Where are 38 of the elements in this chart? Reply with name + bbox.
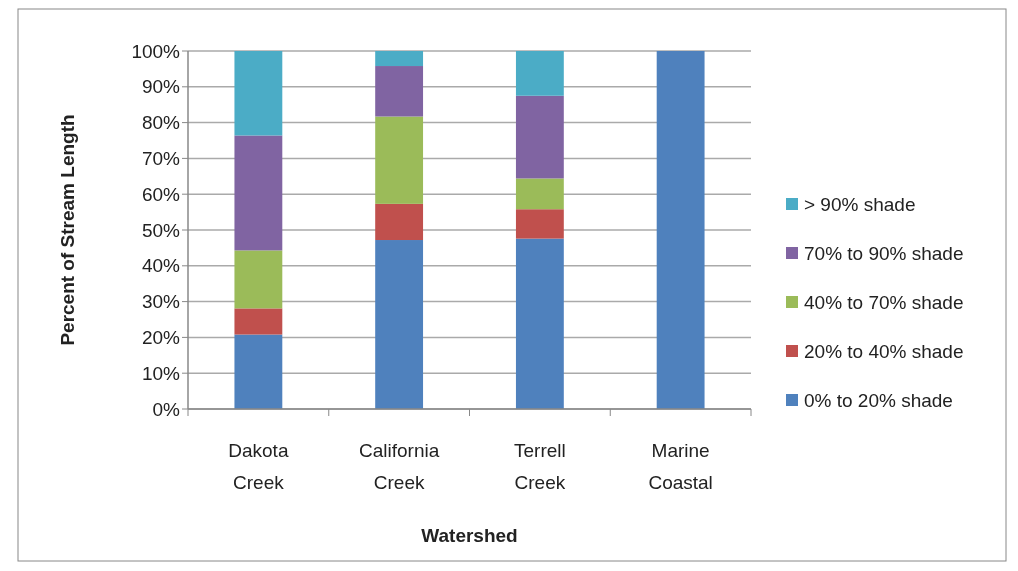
- x-tick-label: Terrell Creek: [514, 440, 566, 493]
- bar: [375, 203, 424, 241]
- y-tick-label: 20%: [141, 327, 181, 349]
- y-tick-label: 50%: [141, 219, 181, 241]
- bar: [515, 209, 564, 239]
- bar: [656, 51, 705, 409]
- bar: [234, 334, 283, 409]
- y-tick-label: 40%: [141, 255, 181, 277]
- y-tick-label: 0%: [152, 398, 181, 420]
- legend-label: 20% to 40% shade: [804, 340, 964, 362]
- x-tick-label: Marine Coastal: [648, 440, 713, 493]
- bar: [375, 66, 424, 117]
- y-tick-label: 60%: [141, 183, 181, 205]
- bar: [375, 240, 424, 409]
- legend-label: > 90% shade: [804, 193, 916, 215]
- y-tick-label: 100%: [131, 40, 181, 62]
- bar: [234, 308, 283, 335]
- bar: [234, 135, 283, 251]
- bar: [515, 238, 564, 409]
- bar: [515, 178, 564, 210]
- y-tick-label: 70%: [141, 148, 181, 170]
- y-axis-title: Percent of Stream Length: [57, 114, 78, 346]
- bar: [375, 116, 424, 204]
- x-axis-title: Watershed: [421, 525, 518, 546]
- bar: [234, 51, 283, 136]
- bar: [234, 250, 283, 309]
- legend-label: 0% to 20% shade: [804, 389, 953, 411]
- x-tick-label: California Creek: [358, 440, 440, 493]
- y-tick-label: 80%: [141, 112, 181, 134]
- y-tick-label: 90%: [141, 76, 181, 98]
- x-tick-label: Dakota Creek: [228, 440, 289, 493]
- bar: [375, 51, 424, 67]
- legend-label: 40% to 70% shade: [804, 291, 964, 313]
- y-tick-label: 30%: [141, 291, 181, 313]
- bar: [515, 95, 564, 179]
- bar: [515, 51, 564, 96]
- y-tick-label: 10%: [141, 362, 181, 384]
- legend-label: 70% to 90% shade: [804, 242, 964, 264]
